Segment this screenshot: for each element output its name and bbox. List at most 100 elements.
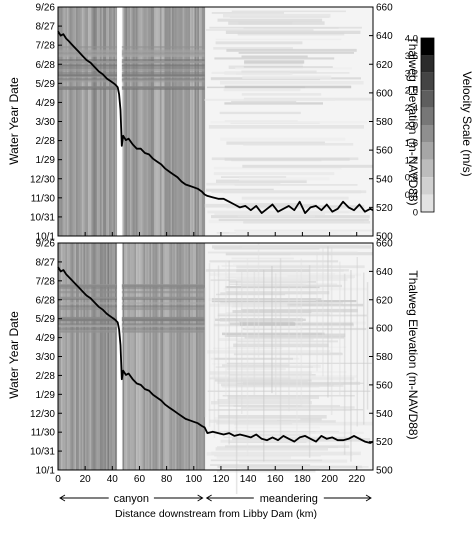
velocity-column <box>300 258 303 406</box>
date-tick-label: 10/31 <box>30 212 55 223</box>
date-tick-label: 2/28 <box>36 371 56 382</box>
velocity-streak <box>226 362 372 364</box>
velocity-column <box>122 7 125 236</box>
velocity-column <box>101 7 104 236</box>
velocity-heatmap-top <box>58 7 373 236</box>
velocity-column <box>158 7 161 236</box>
velocity-column <box>88 243 90 470</box>
velocity-column <box>98 243 101 470</box>
velocity-streak <box>216 293 286 296</box>
region-arrow-end <box>365 494 372 502</box>
velocity-streak <box>236 72 293 75</box>
velocity-panel-top: 10/1 10/31 11/30 12/30 1/29 2/28 3/30 4/29 5/29 6… <box>7 3 420 243</box>
velocity-band <box>58 285 205 287</box>
velocity-column <box>184 243 186 470</box>
velocity-column <box>173 243 176 470</box>
velocity-streak <box>243 143 354 146</box>
velocity-streak <box>244 62 303 66</box>
velocity-streak <box>224 333 346 338</box>
distance-tick-label: 40 <box>107 474 119 485</box>
velocity-column <box>85 243 87 470</box>
velocity-column <box>110 7 113 236</box>
distance-tick-label: 60 <box>134 474 146 485</box>
velocity-band <box>58 284 205 286</box>
velocity-column <box>140 243 143 470</box>
velocity-column <box>184 7 186 236</box>
velocity-streak <box>237 382 364 385</box>
velocity-streak <box>236 269 310 273</box>
velocity-streak <box>218 218 369 222</box>
y-axis-title-left-bottom: Water Year Date <box>7 311 21 399</box>
velocity-column <box>83 243 86 470</box>
velocity-column <box>190 7 192 236</box>
velocity-column <box>193 7 195 236</box>
colorbar-swatch <box>421 177 434 195</box>
date-tick-label: 5/29 <box>36 314 56 325</box>
velocity-column <box>204 287 207 418</box>
velocity-column <box>241 272 243 415</box>
date-tick-label: 1/29 <box>36 155 56 166</box>
velocity-streak <box>241 196 349 200</box>
velocity-column <box>139 243 141 470</box>
velocity-column <box>142 243 144 470</box>
velocity-column <box>188 7 191 236</box>
velocity-streak <box>234 421 373 426</box>
velocity-column <box>194 243 197 470</box>
date-tick-label: 7/28 <box>36 41 56 52</box>
velocity-streak <box>231 100 297 104</box>
velocity-column <box>275 273 277 396</box>
date-tick-label: 12/30 <box>30 409 55 420</box>
elevation-tick-label: 620 <box>376 60 393 71</box>
date-tick-label: 6/28 <box>36 295 56 306</box>
velocity-column <box>182 7 185 236</box>
velocity-column <box>73 243 75 470</box>
velocity-streak <box>226 48 357 52</box>
velocity-column <box>107 243 110 470</box>
velocity-column <box>187 243 189 470</box>
velocity-streak <box>227 395 319 400</box>
date-tick-label: 11/30 <box>31 193 56 204</box>
colorbar-tick-label: 3.6 <box>405 51 418 62</box>
velocity-streak <box>241 93 322 96</box>
date-tick-label: 6/28 <box>36 60 56 71</box>
velocity-column <box>330 247 333 415</box>
velocity-column <box>185 243 188 470</box>
y-axis-title-right-bottom: Thalweg Elevation (m-NAVD88) <box>406 270 420 439</box>
velocity-band <box>58 302 205 305</box>
velocity-streak <box>217 469 316 473</box>
velocity-streak <box>224 157 350 161</box>
colorbar-tick-label: 4.0 <box>405 34 418 45</box>
velocity-column <box>104 7 107 236</box>
velocity-band <box>58 87 205 90</box>
velocity-column <box>76 243 78 470</box>
velocity-column <box>71 243 74 470</box>
region-arrow-start <box>59 494 66 502</box>
velocity-streak <box>226 275 355 278</box>
velocity-column <box>169 243 171 470</box>
colorbar-swatch <box>421 90 434 108</box>
velocity-column <box>139 7 141 236</box>
velocity-column <box>213 271 216 438</box>
velocity-streak <box>213 166 342 170</box>
velocity-streak <box>220 439 320 443</box>
velocity-column <box>167 243 170 470</box>
colorbar-tick-label: 3.2 <box>405 68 418 79</box>
velocity-column <box>70 243 72 470</box>
velocity-panel-bottom: 10/1 10/31 11/30 12/30 1/29 2/28 3/30 4/29 5/29 6… <box>7 239 420 495</box>
velocity-streak <box>233 377 354 380</box>
velocity-column <box>125 7 128 236</box>
velocity-streak <box>243 66 333 68</box>
velocity-column <box>257 243 260 358</box>
velocity-column <box>322 247 324 377</box>
velocity-column <box>202 243 204 470</box>
elevation-tick-label: 520 <box>376 437 393 448</box>
velocity-column <box>127 243 129 470</box>
river-regions: canyon meandering <box>59 493 372 505</box>
velocity-column <box>155 7 158 236</box>
velocity-column <box>163 243 165 470</box>
velocity-column <box>79 7 81 236</box>
velocity-streak <box>223 13 331 18</box>
velocity-band <box>58 61 205 64</box>
velocity-column <box>217 265 220 435</box>
velocity-streak <box>234 426 320 429</box>
